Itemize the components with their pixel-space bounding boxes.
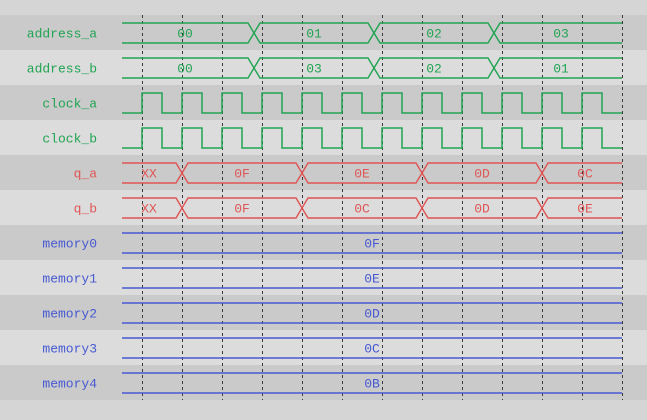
signal-name-address_b[interactable]: address_b xyxy=(27,62,97,77)
bus-value: 0C xyxy=(577,167,593,182)
bus-edge xyxy=(122,197,622,219)
row-band-q_b xyxy=(0,190,647,225)
row-band-address_a xyxy=(0,15,647,50)
bus-value: 02 xyxy=(426,27,442,42)
signal-row-memory4: memory4 0B xyxy=(42,372,622,394)
bus-value: 01 xyxy=(306,27,322,42)
signal-name-memory3[interactable]: memory3 xyxy=(42,342,97,357)
bus-value: 0E xyxy=(364,272,380,287)
bus-value: 03 xyxy=(306,62,322,77)
row-band-address_b xyxy=(0,50,647,85)
clock-trace xyxy=(122,92,622,114)
signal-row-address_a: address_a 00 01 02 03 xyxy=(27,22,622,44)
bus-value: 00 xyxy=(177,62,193,77)
row-band-memory2 xyxy=(0,295,647,330)
row-bands xyxy=(0,15,647,400)
signal-row-clock_a: clock_a xyxy=(42,92,622,114)
signal-row-address_b: address_b 00 03 02 01 xyxy=(27,57,622,79)
signal-name-clock_a[interactable]: clock_a xyxy=(42,97,97,112)
bus-value: 0D xyxy=(474,167,490,182)
bus-value: 00 xyxy=(177,27,193,42)
bus-value: 02 xyxy=(426,62,442,77)
row-band-q_a xyxy=(0,155,647,190)
signal-row-memory1: memory1 0E xyxy=(42,267,622,289)
signal-name-memory0[interactable]: memory0 xyxy=(42,237,97,252)
bus-value: 03 xyxy=(553,27,569,42)
bus-value: 0F xyxy=(234,167,250,182)
signal-row-clock_b: clock_b xyxy=(42,127,622,149)
signal-name-memory1[interactable]: memory1 xyxy=(42,272,97,287)
bus-value: 0F xyxy=(234,202,250,217)
bus-value: 0C xyxy=(354,202,370,217)
signal-name-q_b[interactable]: q_b xyxy=(74,202,97,217)
signal-name-q_a[interactable]: q_a xyxy=(74,167,98,182)
bus-value: 01 xyxy=(553,62,569,77)
bus-edge xyxy=(122,162,622,184)
bus-value: 0E xyxy=(577,202,593,217)
bus-value: XX xyxy=(141,167,157,182)
signal-name-address_a[interactable]: address_a xyxy=(27,27,97,42)
bus-value: 0C xyxy=(364,342,380,357)
signal-row-q_b: q_b XX 0F 0C 0D 0E xyxy=(74,197,622,219)
bus-value: 0D xyxy=(364,307,380,322)
bus-edge xyxy=(122,22,622,44)
row-band-memory3 xyxy=(0,330,647,365)
signal-row-q_a: q_a XX 0F 0E 0D 0C xyxy=(74,162,622,184)
row-band-memory1 xyxy=(0,260,647,295)
row-band-clock_a xyxy=(0,85,647,120)
clock-trace xyxy=(122,127,622,149)
bus-value: 0E xyxy=(354,167,370,182)
signal-name-clock_b[interactable]: clock_b xyxy=(42,132,97,147)
bus-value: XX xyxy=(141,202,157,217)
bus-value: 0B xyxy=(364,377,380,392)
signal-name-memory2[interactable]: memory2 xyxy=(42,307,97,322)
bus-edge xyxy=(122,57,622,79)
signal-row-memory3: memory3 0C xyxy=(42,337,622,359)
row-band-clock_b xyxy=(0,120,647,155)
bus-value: 0D xyxy=(474,202,490,217)
row-band-memory4 xyxy=(0,365,647,400)
signal-name-memory4[interactable]: memory4 xyxy=(42,377,97,392)
bus-value: 0F xyxy=(364,237,380,252)
signal-row-memory2: memory2 0D xyxy=(42,302,622,324)
row-band-memory0 xyxy=(0,225,647,260)
signal-row-memory0: memory0 0F xyxy=(42,232,622,254)
